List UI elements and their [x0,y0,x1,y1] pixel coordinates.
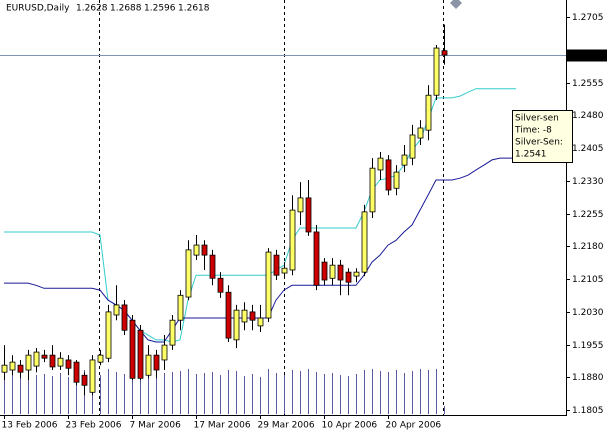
y-tick-label: 1.2105 [572,275,604,285]
candle-body [353,271,360,277]
candle-body [361,211,368,273]
candle-body [393,171,400,189]
candle-body [289,209,296,271]
candle-body [89,359,96,393]
candle-body [33,351,40,367]
y-tick-label: 1.2405 [572,144,604,154]
y-tick-label: 1.2480 [572,111,604,121]
header-close: 1.2618 [178,4,210,14]
candle-body [225,291,232,339]
candle-body [105,311,112,359]
candle-body [345,271,352,283]
candle-body [185,249,192,298]
y-tick-label: 1.1880 [572,373,604,383]
candle-body [1,364,8,373]
x-tick-label: 10 Apr 2006 [322,421,378,431]
candle-body [25,354,32,371]
x-tick-label: 23 Feb 2006 [66,421,122,431]
tooltip-text: Silver-Sen: [515,138,563,148]
candle-body [433,47,440,96]
candle-body [137,329,144,379]
candle-body [425,94,432,131]
candle-body [113,304,120,316]
tooltip-text: Silver-sen [515,114,559,124]
indicator-line [4,157,564,343]
candle-body [81,374,88,386]
candle-body [273,254,280,276]
candle-body [17,364,24,373]
candle-body [313,231,320,286]
x-tick-label: 13 Feb 2006 [2,421,58,431]
tooltip-box [512,110,573,163]
x-tick-label: 17 Mar 2006 [194,421,251,431]
candle-body [145,354,152,376]
candle-body [305,197,312,233]
y-tick-label: 1.1805 [572,406,604,416]
candle-body [257,317,264,327]
candle-body [121,304,128,331]
candle-body [169,319,176,346]
current-price-label: 1.2618 [571,51,603,61]
header-low: 1.2596 [144,4,176,14]
candle-body [41,354,48,359]
header-open: 1.2628 [76,4,108,14]
candle-body [161,344,168,361]
candle-body [193,244,200,256]
candle-body [417,127,424,139]
candle-body [297,197,304,213]
candle-body [329,264,336,279]
y-tick-label: 1.2030 [572,308,604,318]
tooltip-text: 1.2541 [515,150,547,160]
candle-body [337,264,344,281]
candle-body [409,134,416,159]
candle-body [65,359,72,369]
x-tick-label: 7 Mar 2006 [130,421,182,431]
candle-body [9,361,16,371]
x-tick-label: 20 Apr 2006 [386,421,442,431]
candle-body [441,50,448,56]
candle-body [377,157,384,171]
y-tick-label: 1.2255 [572,210,604,220]
candle-body [249,311,256,321]
candle-body [321,261,328,281]
candle-body [265,251,272,319]
candle-body [217,277,224,293]
current-price-box [567,49,607,62]
candle-body [73,361,80,383]
y-tick-label: 1.1955 [572,341,604,351]
y-tick-label: 1.2330 [572,177,604,187]
candle-body [233,309,240,341]
candle-body [281,267,288,274]
y-tick-label: 1.2555 [572,79,604,89]
candle-body [57,357,64,367]
chart-title: EURUSD,Daily [6,4,70,14]
candle-body [369,167,376,213]
header-high: 1.2688 [110,4,142,14]
candle-body [385,159,392,191]
candle-body [209,254,216,279]
candle-body [153,354,160,371]
y-tick-label: 1.2705 [572,13,604,23]
candle-body [401,154,408,166]
shift-marker [450,0,462,9]
candle-body [177,294,184,321]
x-tick-label: 29 Mar 2006 [258,421,315,431]
tooltip-text: Time: -8 [514,126,552,136]
candle-body [201,244,208,256]
candle-body [97,354,104,363]
candle-body [129,319,136,379]
y-tick-label: 1.2180 [572,242,604,252]
candle-body [241,309,248,323]
candle-body [49,354,56,368]
